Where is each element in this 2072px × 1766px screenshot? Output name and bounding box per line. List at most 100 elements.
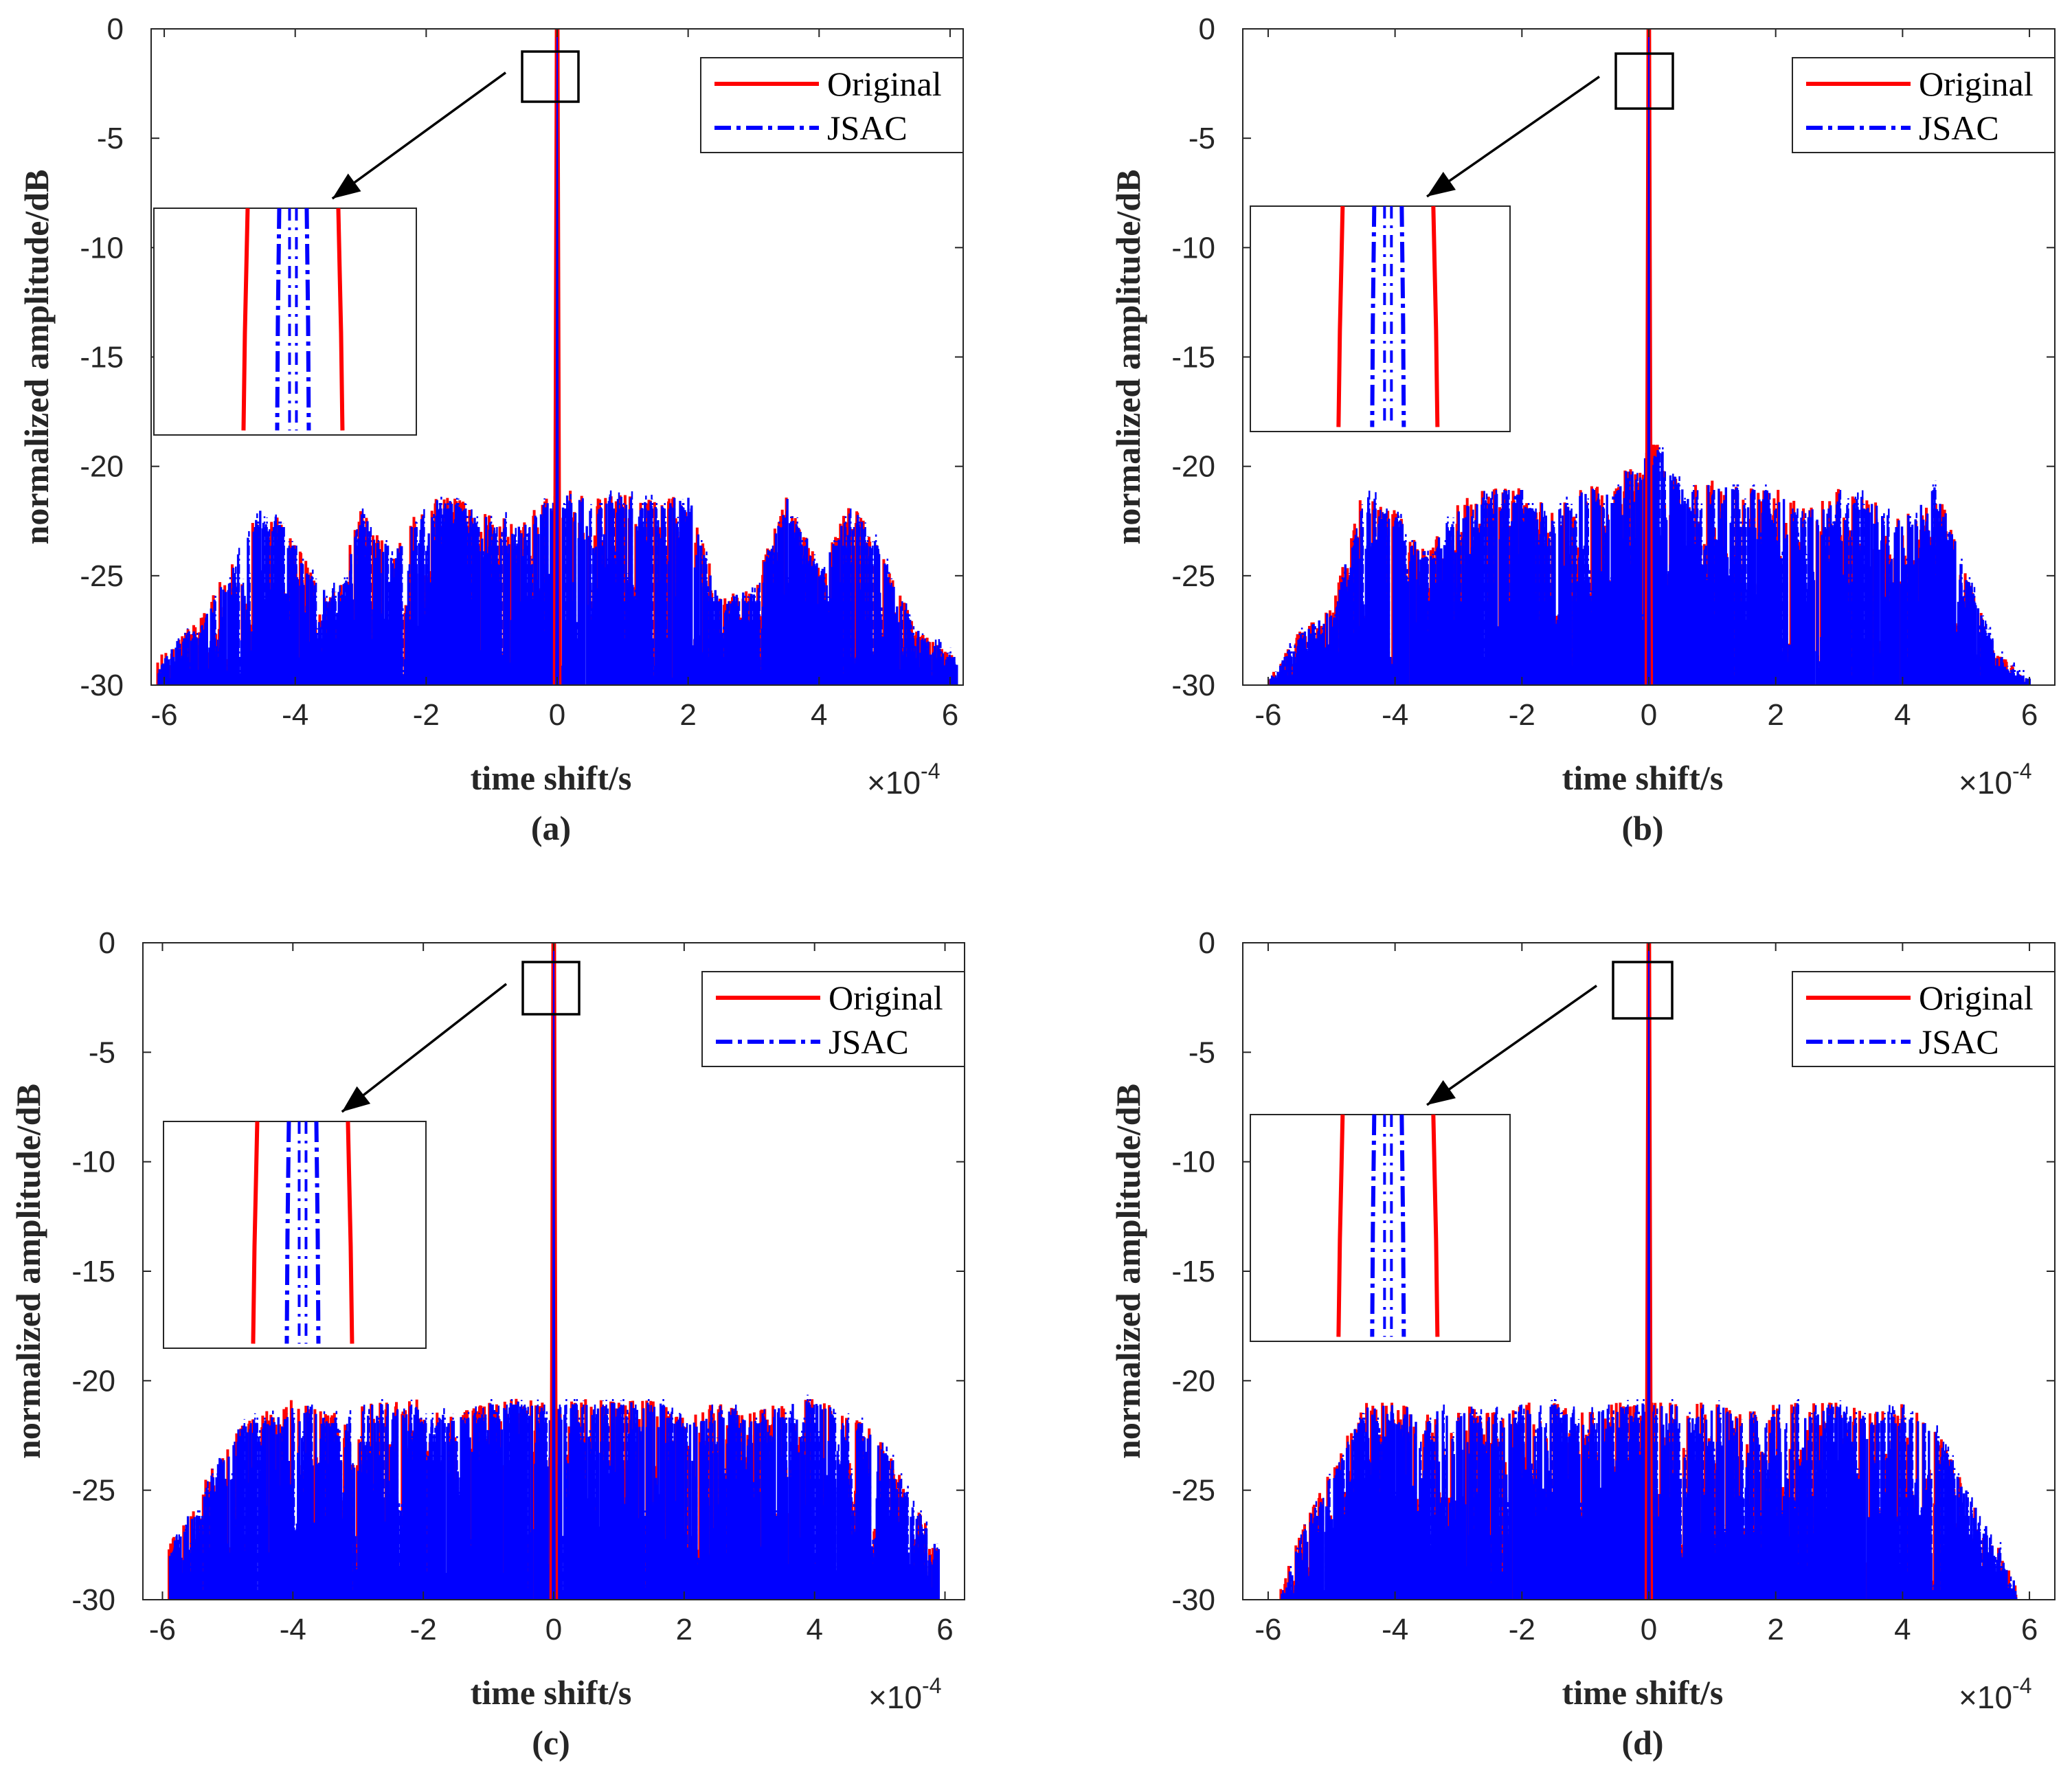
inset-jsac-edge [1370, 1114, 1377, 1337]
jsac-sidelobes-dashed [1282, 1396, 2015, 1600]
inset-frame [1250, 205, 1511, 432]
panel-label: (d) [1621, 1723, 1663, 1762]
inset-original-edge [1336, 1114, 1345, 1337]
x-tick-label: 2 [1767, 698, 1783, 732]
jsac-mainlobe [1647, 943, 1651, 1600]
inset-jsac-edge [1399, 205, 1406, 427]
x-axis-label: time shift/s [1562, 1673, 1724, 1712]
x-multiplier-exponent: -4 [921, 759, 940, 783]
legend-label-original: Original [1919, 979, 2034, 1017]
y-tick-label: -15 [1171, 1255, 1215, 1288]
legend-label-original: Original [829, 979, 943, 1017]
inset-jsac-edge [275, 208, 282, 431]
x-tick-label: -2 [1509, 698, 1535, 732]
y-axis-label: normalized amplitude/dB [1109, 1084, 1147, 1459]
y-tick-label: -10 [80, 231, 124, 265]
zoom-arrow-head [341, 1086, 371, 1112]
jsac-sidelobes-dashed [1269, 445, 2031, 685]
x-tick-label: 0 [549, 698, 565, 732]
x-multiplier-exponent: -4 [2012, 759, 2031, 783]
inset-jsac-edge [304, 208, 311, 431]
x-tick-label: -6 [1254, 698, 1281, 732]
x-tick-label: -4 [1382, 1613, 1408, 1646]
y-tick-label: 0 [99, 926, 115, 960]
x-tick-label: -4 [280, 1613, 306, 1646]
signal-area [1279, 943, 2018, 1600]
y-tick-label: -20 [71, 1364, 115, 1398]
panel-label: (c) [532, 1723, 570, 1762]
x-tick-label: -4 [282, 698, 308, 732]
jsac-sidelobes-dashed [172, 1394, 938, 1600]
zoom-box [521, 50, 580, 103]
y-tick-label: -25 [71, 1474, 115, 1508]
inset-original-edge [1336, 205, 1345, 427]
x-tick-label: 6 [2021, 1613, 2038, 1646]
zoom-inset [153, 208, 417, 436]
inset-frame [1250, 1114, 1511, 1342]
y-tick-label: -15 [71, 1255, 115, 1288]
x-tick-label: -2 [410, 1613, 437, 1646]
y-tick-label: 0 [107, 12, 124, 46]
legend-label-jsac: JSAC [829, 1022, 909, 1061]
zoom-arrow-head [1427, 1080, 1456, 1105]
legend: Original JSAC [1792, 57, 2056, 153]
zoom-arrow-head [332, 173, 361, 199]
signal-area [168, 943, 940, 1600]
zoom-arrow [1426, 76, 1600, 198]
y-tick-label: -10 [1171, 231, 1215, 265]
y-axis-label: normalized amplitude/dB [1109, 170, 1147, 545]
signal-area [1268, 29, 2031, 685]
inset-original-edge [241, 208, 250, 431]
y-tick-label: -25 [80, 559, 124, 593]
zoom-inset [1250, 205, 1511, 432]
x-multiplier-exponent: -4 [922, 1673, 941, 1698]
zoom-box [1612, 961, 1674, 1020]
zoom-arrow [341, 983, 508, 1113]
panel-label: (b) [1621, 809, 1663, 847]
x-tick-label: -6 [151, 698, 178, 732]
y-tick-label: -20 [1171, 1364, 1215, 1398]
y-tick-label: 0 [1199, 926, 1215, 960]
zoom-box [1614, 52, 1674, 110]
jsac-sidelobes-dashed [159, 490, 956, 685]
x-tick-label: 4 [1894, 698, 1911, 732]
zoom-inset [1250, 1114, 1511, 1342]
x-tick-label: -4 [1382, 698, 1408, 732]
y-tick-label: -30 [71, 1583, 115, 1617]
y-tick-label: -5 [1189, 1036, 1215, 1069]
inset-frame [153, 208, 417, 436]
y-axis-label: normalized amplitude/dB [17, 170, 56, 545]
x-tick-label: 0 [1641, 1613, 1657, 1646]
x-tick-label: 2 [1767, 1613, 1783, 1646]
zoom-arrow-head [1427, 172, 1456, 197]
x-multiplier-base: ×10 [1959, 765, 2012, 801]
x-multiplier: ×10-4 [867, 759, 940, 801]
y-tick-label: -30 [1171, 1583, 1215, 1617]
jsac-mainlobe [552, 943, 556, 1600]
inset-original-edge [336, 208, 345, 431]
x-tick-label: -2 [1509, 1613, 1535, 1646]
legend: Original JSAC [701, 971, 965, 1067]
x-multiplier: ×10-4 [868, 1673, 941, 1715]
signal-area [156, 29, 958, 685]
x-multiplier-base: ×10 [867, 765, 921, 801]
legend-box [700, 57, 964, 153]
x-tick-label: 6 [942, 698, 958, 732]
x-multiplier: ×10-4 [1959, 759, 2031, 801]
y-tick-label: -5 [97, 122, 124, 155]
jsac-mainlobe [555, 29, 559, 685]
x-tick-label: -6 [149, 1613, 176, 1646]
y-tick-label: -15 [1171, 341, 1215, 375]
zoom-arrow [1426, 985, 1598, 1106]
legend: Original JSAC [1792, 971, 2056, 1067]
x-tick-label: 2 [679, 698, 696, 732]
panel-label: (a) [531, 809, 571, 847]
x-multiplier-base: ×10 [868, 1679, 922, 1715]
y-tick-label: -5 [89, 1036, 115, 1069]
inset-original-edge [1431, 1114, 1440, 1337]
inset-jsac-edge [1399, 1114, 1406, 1337]
